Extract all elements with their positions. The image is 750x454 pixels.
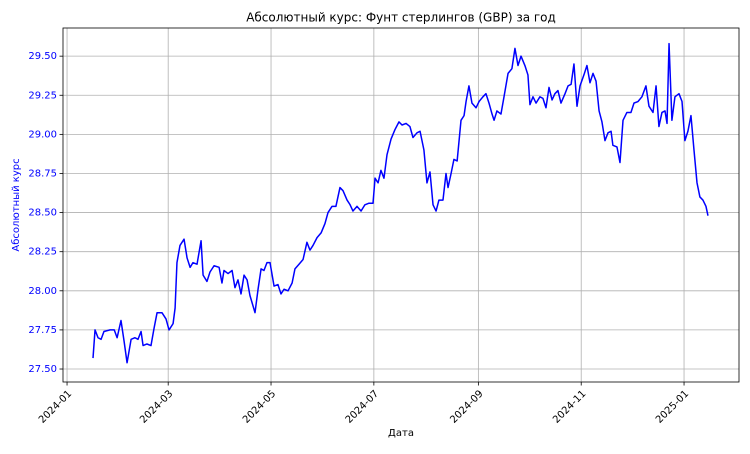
x-axis-label: Дата <box>388 428 414 439</box>
y-tick-label: 27.75 <box>28 325 57 336</box>
y-tick-label: 29.00 <box>28 129 57 140</box>
y-axis-label: Абсолютный курс <box>11 158 22 251</box>
y-tick-label: 29.50 <box>28 51 57 62</box>
y-tick-label: 27.50 <box>28 364 57 375</box>
y-tick-label: 28.25 <box>28 247 57 258</box>
plot-frame <box>62 27 740 383</box>
y-tick-label: 29.25 <box>28 90 57 101</box>
data-line <box>92 42 709 364</box>
y-tick-label: 28.50 <box>28 208 57 219</box>
y-tick-label: 28.75 <box>28 168 57 179</box>
y-tick-label: 28.00 <box>28 286 57 297</box>
chart-title: Абсолютный курс: Фунт стерлингов (GBP) з… <box>246 11 556 25</box>
